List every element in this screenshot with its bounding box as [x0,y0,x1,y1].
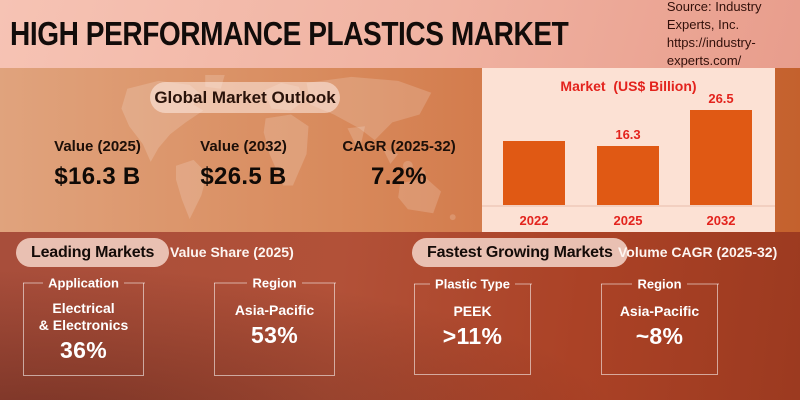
bar-2025 [597,146,659,205]
leading-markets-badge-label: Leading Markets [31,243,155,261]
plot-area: 16.3 26.5 [482,68,775,207]
global-outlook-section: Global Market Outlook Value (2025) $16.3… [0,68,800,232]
x-axis-tick: 2025 [613,213,643,228]
source-text: Source: Industry Experts, Inc. [666,0,762,33]
stat-cagr: CAGR (2025-32) 7.2% [330,138,468,191]
stat-box-value: 36% [60,337,107,363]
stat-box-leading-region: Region Asia-Pacific 53% [214,276,335,376]
stat-label: Value (2032) [200,138,287,155]
source-url: https://industry-experts.com/ [666,35,756,68]
stat-label: Value (2025) [54,138,141,155]
fastest-growing-badge-label: Fastest Growing Markets [427,243,613,261]
stat-box-application: Application Electrical & Electronics 36% [23,276,144,376]
source-block: Source: Industry Experts, Inc. https://i… [667,0,786,70]
markets-section: Leading Markets Value Share (2025) Faste… [0,232,800,400]
bar-chart-panel: Market (US$ Billion) 16.3 26.5 2022 2025… [482,68,775,232]
stat-box-body: Asia-Pacific ~8% [602,284,717,350]
page-title: HIGH PERFORMANCE PLASTICS MARKET [10,15,569,52]
bar-2032 [690,110,752,205]
stat-box-value: 53% [251,322,298,348]
leading-markets-subtitle: Value Share (2025) [170,244,294,260]
chart-title: Market (US$ Billion) [560,78,697,94]
stat-value: 7.2% [371,163,427,190]
stat-box-value: >11% [442,323,503,349]
bar-value-label: 16.3 [615,127,641,142]
stat-value-2025: Value (2025) $16.3 B [30,138,165,191]
x-axis-tick: 2032 [706,213,736,228]
leading-markets-badge: Leading Markets [16,238,170,267]
x-axis-tick: 2022 [519,213,549,228]
stat-box-line: Asia-Pacific [619,303,700,319]
stat-box-fastest-region: Region Asia-Pacific ~8% [601,277,718,375]
stat-box-plastic-type: Plastic Type PEEK >11% [414,277,531,375]
global-outlook-badge-label: Global Market Outlook [154,87,336,107]
stat-value: $26.5 B [200,163,287,190]
stat-box-header: Region [601,277,719,292]
global-outlook-badge: Global Market Outlook [150,82,340,113]
stat-box-line: & Electronics [38,317,129,333]
stat-box-header: Application [23,276,145,291]
stat-box-value: ~8% [635,323,684,349]
stat-box-line: Asia-Pacific [234,302,315,318]
stat-box-header-label: Region [637,276,682,292]
stat-box-header: Region [214,276,336,291]
stat-box-line: PEEK [453,303,492,319]
stat-box-header: Plastic Type [414,277,532,292]
fastest-growing-badge: Fastest Growing Markets [412,238,628,267]
stat-box-body: Electrical & Electronics 36% [24,283,143,364]
stat-box-line: Electrical [52,300,115,316]
stat-label: CAGR (2025-32) [342,138,456,155]
bar-2022 [503,141,565,205]
stat-box-header-label: Application [48,275,119,291]
fastest-growing-subtitle: Volume CAGR (2025-32) [618,244,778,260]
stat-box-header-label: Region [252,275,297,291]
stat-value-2032: Value (2032) $26.5 B [176,138,311,191]
header: HIGH PERFORMANCE PLASTICS MARKET Source:… [0,0,800,68]
stat-value: $16.3 B [54,163,141,190]
bar-value-label: 26.5 [708,91,734,106]
stat-box-header-label: Plastic Type [435,276,510,292]
stat-box-body: Asia-Pacific 53% [215,283,334,349]
stat-box-body: PEEK >11% [415,284,530,350]
